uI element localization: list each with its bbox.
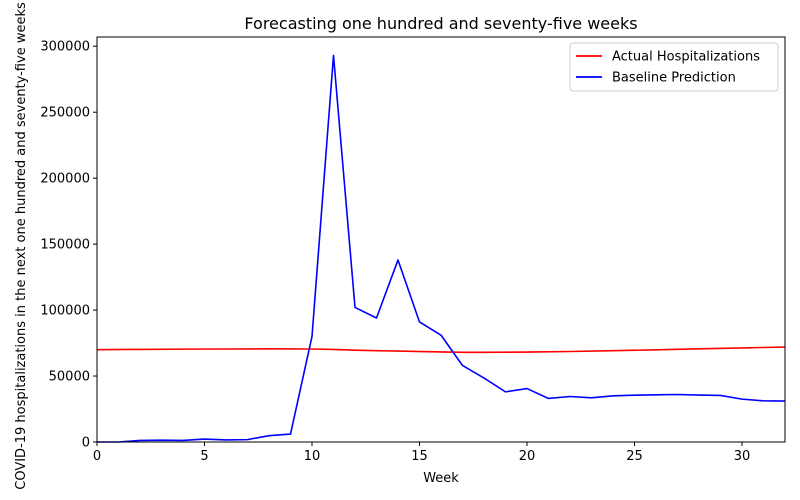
x-axis-label: Week	[423, 471, 459, 486]
y-tick-label: 200000	[40, 172, 90, 187]
plot-area-frame	[96, 36, 786, 443]
series-line-1	[96, 346, 786, 354]
series-line-2	[97, 54, 786, 443]
legend-box	[569, 42, 779, 92]
y-axis: 0 50000 100000 150000 200000 250000 300000	[40, 40, 97, 451]
y-tick-label: 300000	[40, 40, 90, 55]
series-layer	[96, 54, 786, 443]
legend: Actual Hospitalizations Baseline Predicti…	[569, 42, 779, 92]
y-tick-label: 50000	[49, 370, 90, 385]
chart-title: Forecasting one hundred and seventy-five…	[244, 14, 637, 33]
x-tick-label: 20	[519, 449, 536, 464]
x-tick-label: 10	[304, 449, 321, 464]
y-tick-label: 100000	[40, 304, 90, 319]
y-tick-label: 150000	[40, 238, 90, 253]
x-tick-label: 5	[200, 449, 208, 464]
y-tick-label: 250000	[40, 106, 90, 121]
x-tick-label: 0	[93, 449, 101, 464]
legend-entry-1: Actual Hospitalizations	[612, 50, 760, 65]
x-tick-label: 25	[626, 449, 643, 464]
legend-entry-2: Baseline Prediction	[612, 71, 736, 86]
y-tick-label: 0	[82, 436, 90, 451]
x-axis: 0 5 10 15 20 25 30	[93, 442, 750, 464]
x-tick-label: 15	[411, 449, 428, 464]
y-axis-label: COVID-19 hospitalizations in the next on…	[14, 2, 29, 490]
x-tick-label: 30	[734, 449, 751, 464]
